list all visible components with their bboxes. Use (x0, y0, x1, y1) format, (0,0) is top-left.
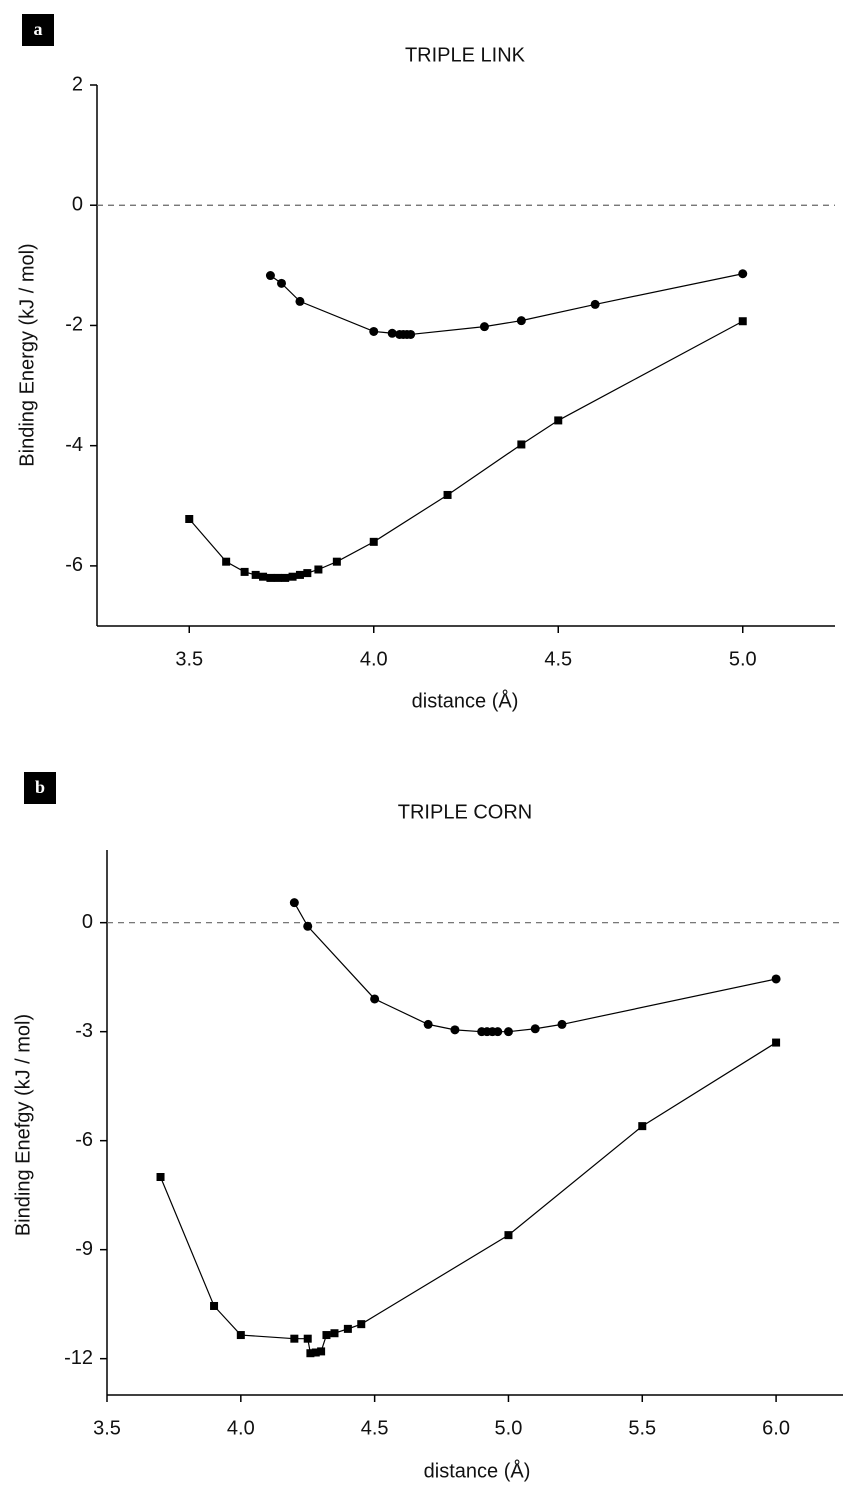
point (443, 490, 452, 499)
point (210, 1301, 219, 1310)
point (738, 317, 747, 326)
x-tick-label: 3.5 (175, 648, 203, 670)
x-tick-label: 5.0 (729, 648, 757, 670)
panel-label-box (22, 14, 54, 46)
point (638, 1122, 647, 1131)
point (251, 570, 260, 579)
y-tick-label: -4 (65, 434, 83, 456)
series-line (159, 1042, 777, 1354)
y-axis-label: Binding Enefgy (kJ / mol) (12, 1014, 34, 1236)
x-tick-label: 3.5 (93, 1417, 121, 1439)
point (357, 1320, 366, 1329)
point (266, 573, 275, 582)
point (317, 1347, 326, 1356)
point (517, 440, 526, 449)
x-tick-label: 6.0 (762, 1417, 790, 1439)
y-tick-label: 2 (72, 73, 83, 95)
y-axis-label: Binding Energy (kJ / mol) (16, 243, 38, 466)
point (370, 994, 380, 1004)
chart-title: TRIPLE CORN (398, 801, 532, 823)
x-tick-label: 4.5 (544, 648, 572, 670)
point (530, 1024, 540, 1034)
point (738, 269, 748, 279)
x-tick-label: 4.5 (361, 1417, 389, 1439)
point (406, 329, 416, 339)
series-line (188, 320, 744, 579)
point (423, 1019, 433, 1029)
point (240, 567, 249, 576)
y-tick-label: -9 (75, 1238, 93, 1260)
x-axis-label: distance (Å) (424, 1459, 531, 1482)
y-tick-label: -2 (65, 314, 83, 336)
point (185, 515, 194, 524)
point (554, 416, 563, 425)
point (236, 1331, 245, 1340)
point (504, 1231, 513, 1240)
point (311, 1348, 320, 1357)
point (322, 1331, 331, 1340)
y-tick-label: -6 (65, 554, 83, 576)
y-tick-label: -12 (64, 1347, 93, 1369)
point (295, 296, 305, 306)
point (265, 271, 275, 281)
panel-label-box (24, 772, 56, 804)
series-line (293, 902, 777, 1033)
x-tick-label: 5.0 (495, 1417, 523, 1439)
panel-label: b (35, 777, 45, 797)
point (303, 569, 312, 578)
point (222, 557, 231, 566)
point (332, 557, 341, 566)
point (156, 1173, 165, 1181)
point (479, 322, 489, 332)
point (772, 1038, 781, 1047)
point (306, 1349, 315, 1358)
point (290, 1334, 299, 1343)
y-tick-label: -6 (75, 1129, 93, 1151)
y-tick-label: 0 (72, 194, 83, 216)
point (314, 565, 323, 574)
point (503, 1027, 513, 1037)
x-axis-label: distance (Å) (412, 689, 519, 712)
point (288, 572, 297, 581)
point (277, 278, 286, 288)
point (493, 1027, 503, 1037)
series-line (270, 273, 743, 336)
point (771, 974, 781, 984)
point (450, 1025, 460, 1035)
point (303, 921, 313, 931)
point (590, 299, 600, 309)
point (303, 1334, 312, 1343)
point (259, 572, 268, 581)
point (295, 570, 304, 579)
point (369, 326, 379, 336)
point (330, 1329, 339, 1338)
point (557, 1019, 567, 1029)
point (281, 573, 290, 582)
point (273, 573, 282, 582)
point (369, 537, 378, 546)
point (343, 1324, 352, 1333)
point (516, 316, 526, 326)
y-tick-label: -3 (75, 1020, 93, 1042)
chart-title: TRIPLE LINK (405, 44, 526, 66)
x-tick-label: 4.0 (360, 648, 388, 670)
y-tick-label: 0 (82, 911, 93, 933)
x-tick-label: 5.5 (628, 1417, 656, 1439)
point (289, 898, 299, 908)
x-tick-label: 4.0 (227, 1417, 255, 1439)
panel-label: a (34, 19, 43, 39)
point (387, 328, 397, 338)
